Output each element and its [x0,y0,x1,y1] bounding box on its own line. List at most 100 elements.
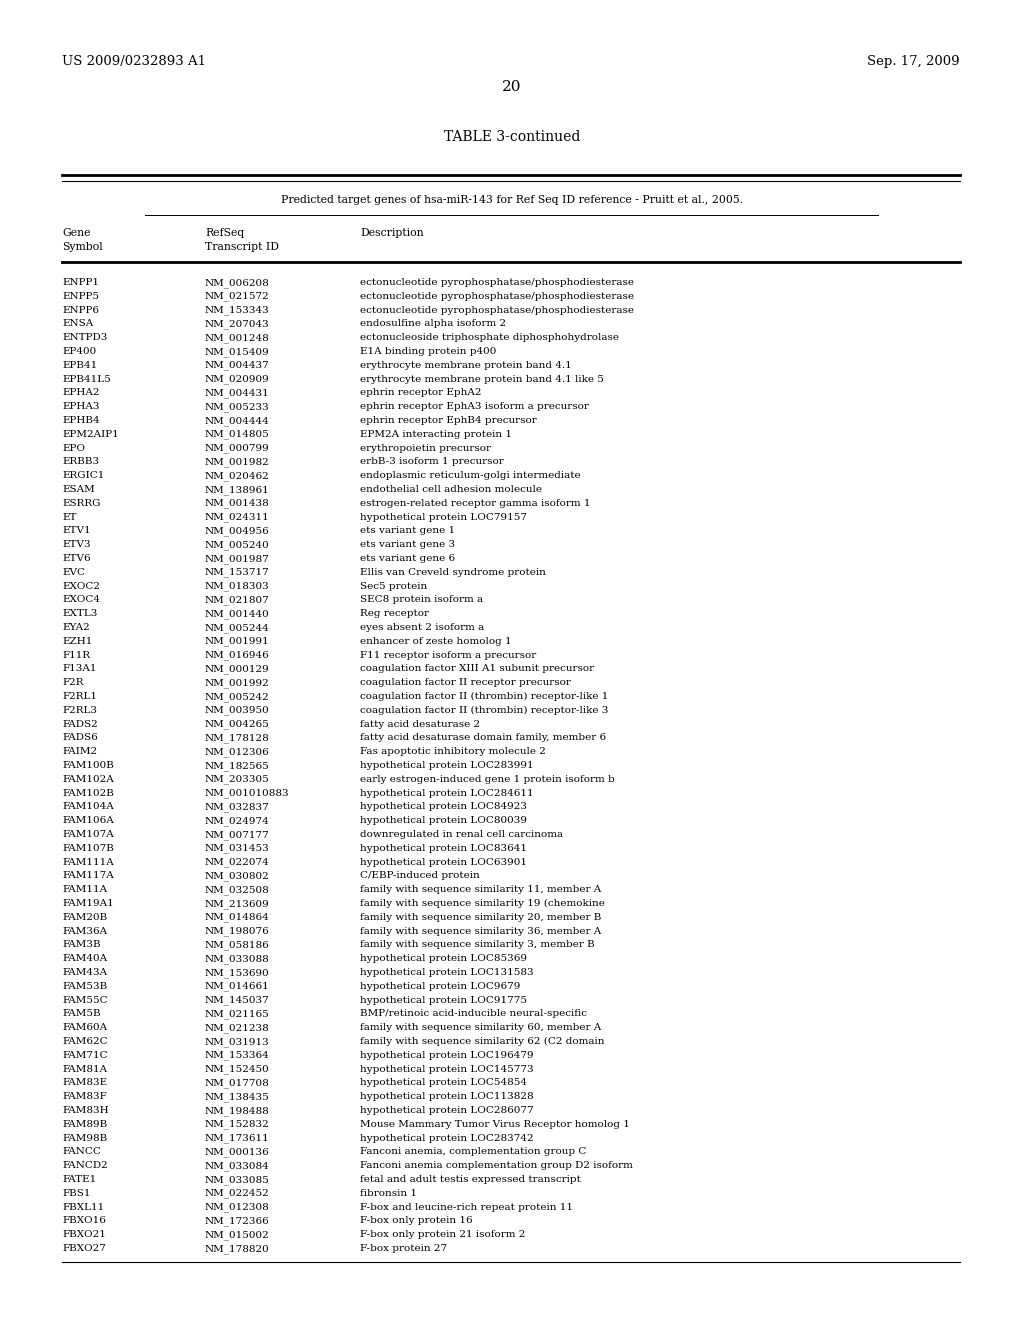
Text: FAM19A1: FAM19A1 [62,899,114,908]
Text: FBXO27: FBXO27 [62,1243,105,1253]
Text: NM_017708: NM_017708 [205,1078,269,1088]
Text: Fanconi anemia complementation group D2 isoform: Fanconi anemia complementation group D2 … [360,1162,633,1171]
Text: family with sequence similarity 19 (chemokine: family with sequence similarity 19 (chem… [360,899,605,908]
Text: FAM102A: FAM102A [62,775,114,784]
Text: FAM89B: FAM89B [62,1119,108,1129]
Text: FAM5B: FAM5B [62,1010,100,1019]
Text: hypothetical protein LOC80039: hypothetical protein LOC80039 [360,816,527,825]
Text: NM_172366: NM_172366 [205,1217,269,1226]
Text: EPO: EPO [62,444,85,453]
Text: hypothetical protein LOC145773: hypothetical protein LOC145773 [360,1065,534,1073]
Text: NM_018303: NM_018303 [205,582,269,591]
Text: NM_004431: NM_004431 [205,388,269,399]
Text: NM_198488: NM_198488 [205,1106,269,1115]
Text: FAM117A: FAM117A [62,871,114,880]
Text: FAM104A: FAM104A [62,803,114,812]
Text: erythrocyte membrane protein band 4.1: erythrocyte membrane protein band 4.1 [360,360,571,370]
Text: ETV6: ETV6 [62,554,91,564]
Text: FADS6: FADS6 [62,734,97,742]
Text: FAM83F: FAM83F [62,1092,106,1101]
Text: FAM83E: FAM83E [62,1078,108,1088]
Text: hypothetical protein LOC63901: hypothetical protein LOC63901 [360,858,527,867]
Text: NM_012306: NM_012306 [205,747,269,756]
Text: fatty acid desaturase 2: fatty acid desaturase 2 [360,719,480,729]
Text: ERBB3: ERBB3 [62,458,99,466]
Text: F2RL1: F2RL1 [62,692,97,701]
Text: EPHA3: EPHA3 [62,403,99,412]
Text: NM_016946: NM_016946 [205,651,269,660]
Text: NM_153717: NM_153717 [205,568,269,577]
Text: ESAM: ESAM [62,484,95,494]
Text: Reg receptor: Reg receptor [360,610,429,618]
Text: NM_005242: NM_005242 [205,692,269,702]
Text: NM_003950: NM_003950 [205,706,269,715]
Text: NM_152832: NM_152832 [205,1119,269,1130]
Text: EP400: EP400 [62,347,96,356]
Text: FBXO16: FBXO16 [62,1217,105,1225]
Text: NM_021238: NM_021238 [205,1023,269,1032]
Text: NM_033088: NM_033088 [205,954,269,964]
Text: ETV3: ETV3 [62,540,91,549]
Text: NM_178820: NM_178820 [205,1243,269,1254]
Text: FAM100B: FAM100B [62,762,114,770]
Text: Mouse Mammary Tumor Virus Receptor homolog 1: Mouse Mammary Tumor Virus Receptor homol… [360,1119,630,1129]
Text: NM_153343: NM_153343 [205,306,269,315]
Text: NM_005244: NM_005244 [205,623,269,632]
Text: Fas apoptotic inhibitory molecule 2: Fas apoptotic inhibitory molecule 2 [360,747,546,756]
Text: family with sequence similarity 3, member B: family with sequence similarity 3, membe… [360,940,595,949]
Text: TABLE 3-continued: TABLE 3-continued [443,129,581,144]
Text: F13A1: F13A1 [62,664,96,673]
Text: family with sequence similarity 62 (C2 domain: family with sequence similarity 62 (C2 d… [360,1038,604,1047]
Text: NM_000129: NM_000129 [205,664,269,675]
Text: FAM83H: FAM83H [62,1106,109,1115]
Text: E1A binding protein p400: E1A binding protein p400 [360,347,497,356]
Text: Sec5 protein: Sec5 protein [360,582,427,590]
Text: ectonucleotide pyrophosphatase/phosphodiesterase: ectonucleotide pyrophosphatase/phosphodi… [360,279,634,286]
Text: estrogen-related receptor gamma isoform 1: estrogen-related receptor gamma isoform … [360,499,591,508]
Text: EPHB4: EPHB4 [62,416,99,425]
Text: NM_145037: NM_145037 [205,995,269,1006]
Text: NM_005240: NM_005240 [205,540,269,550]
Text: hypothetical protein LOC284611: hypothetical protein LOC284611 [360,788,534,797]
Text: EPM2AIP1: EPM2AIP1 [62,430,119,438]
Text: NM_021572: NM_021572 [205,292,269,301]
Text: NM_012308: NM_012308 [205,1203,269,1212]
Text: coagulation factor II receptor precursor: coagulation factor II receptor precursor [360,678,570,688]
Text: EVC: EVC [62,568,85,577]
Text: ENTPD3: ENTPD3 [62,333,108,342]
Text: hypothetical protein LOC91775: hypothetical protein LOC91775 [360,995,527,1005]
Text: fetal and adult testis expressed transcript: fetal and adult testis expressed transcr… [360,1175,581,1184]
Text: NM_015002: NM_015002 [205,1230,269,1239]
Text: ephrin receptor EphB4 precursor: ephrin receptor EphB4 precursor [360,416,537,425]
Text: Fanconi anemia, complementation group C: Fanconi anemia, complementation group C [360,1147,587,1156]
Text: FAM102B: FAM102B [62,788,114,797]
Text: ectonucleotide pyrophosphatase/phosphodiesterase: ectonucleotide pyrophosphatase/phosphodi… [360,292,634,301]
Text: EPHA2: EPHA2 [62,388,99,397]
Text: NM_213609: NM_213609 [205,899,269,908]
Text: NM_030802: NM_030802 [205,871,269,880]
Text: NM_007177: NM_007177 [205,830,269,840]
Text: NM_022074: NM_022074 [205,858,269,867]
Text: NM_024974: NM_024974 [205,816,269,826]
Text: NM_138435: NM_138435 [205,1092,269,1102]
Text: F2R: F2R [62,678,84,688]
Text: NM_020462: NM_020462 [205,471,269,480]
Text: NM_004444: NM_004444 [205,416,269,425]
Text: hypothetical protein LOC196479: hypothetical protein LOC196479 [360,1051,534,1060]
Text: NM_203305: NM_203305 [205,775,269,784]
Text: hypothetical protein LOC83641: hypothetical protein LOC83641 [360,843,527,853]
Text: FAM71C: FAM71C [62,1051,108,1060]
Text: Description: Description [360,228,424,238]
Text: ENPP5: ENPP5 [62,292,99,301]
Text: F2RL3: F2RL3 [62,706,97,715]
Text: Predicted target genes of hsa-miR-143 for Ref Seq ID reference - Pruitt et al., : Predicted target genes of hsa-miR-143 fo… [281,195,743,205]
Text: endosulfine alpha isoform 2: endosulfine alpha isoform 2 [360,319,506,329]
Text: fibronsin 1: fibronsin 1 [360,1189,417,1197]
Text: hypothetical protein LOC286077: hypothetical protein LOC286077 [360,1106,534,1115]
Text: NM_024311: NM_024311 [205,512,269,523]
Text: hypothetical protein LOC131583: hypothetical protein LOC131583 [360,968,534,977]
Text: EYA2: EYA2 [62,623,90,632]
Text: NM_153364: NM_153364 [205,1051,269,1060]
Text: ephrin receptor EphA3 isoform a precursor: ephrin receptor EphA3 isoform a precurso… [360,403,589,412]
Text: FAM36A: FAM36A [62,927,108,936]
